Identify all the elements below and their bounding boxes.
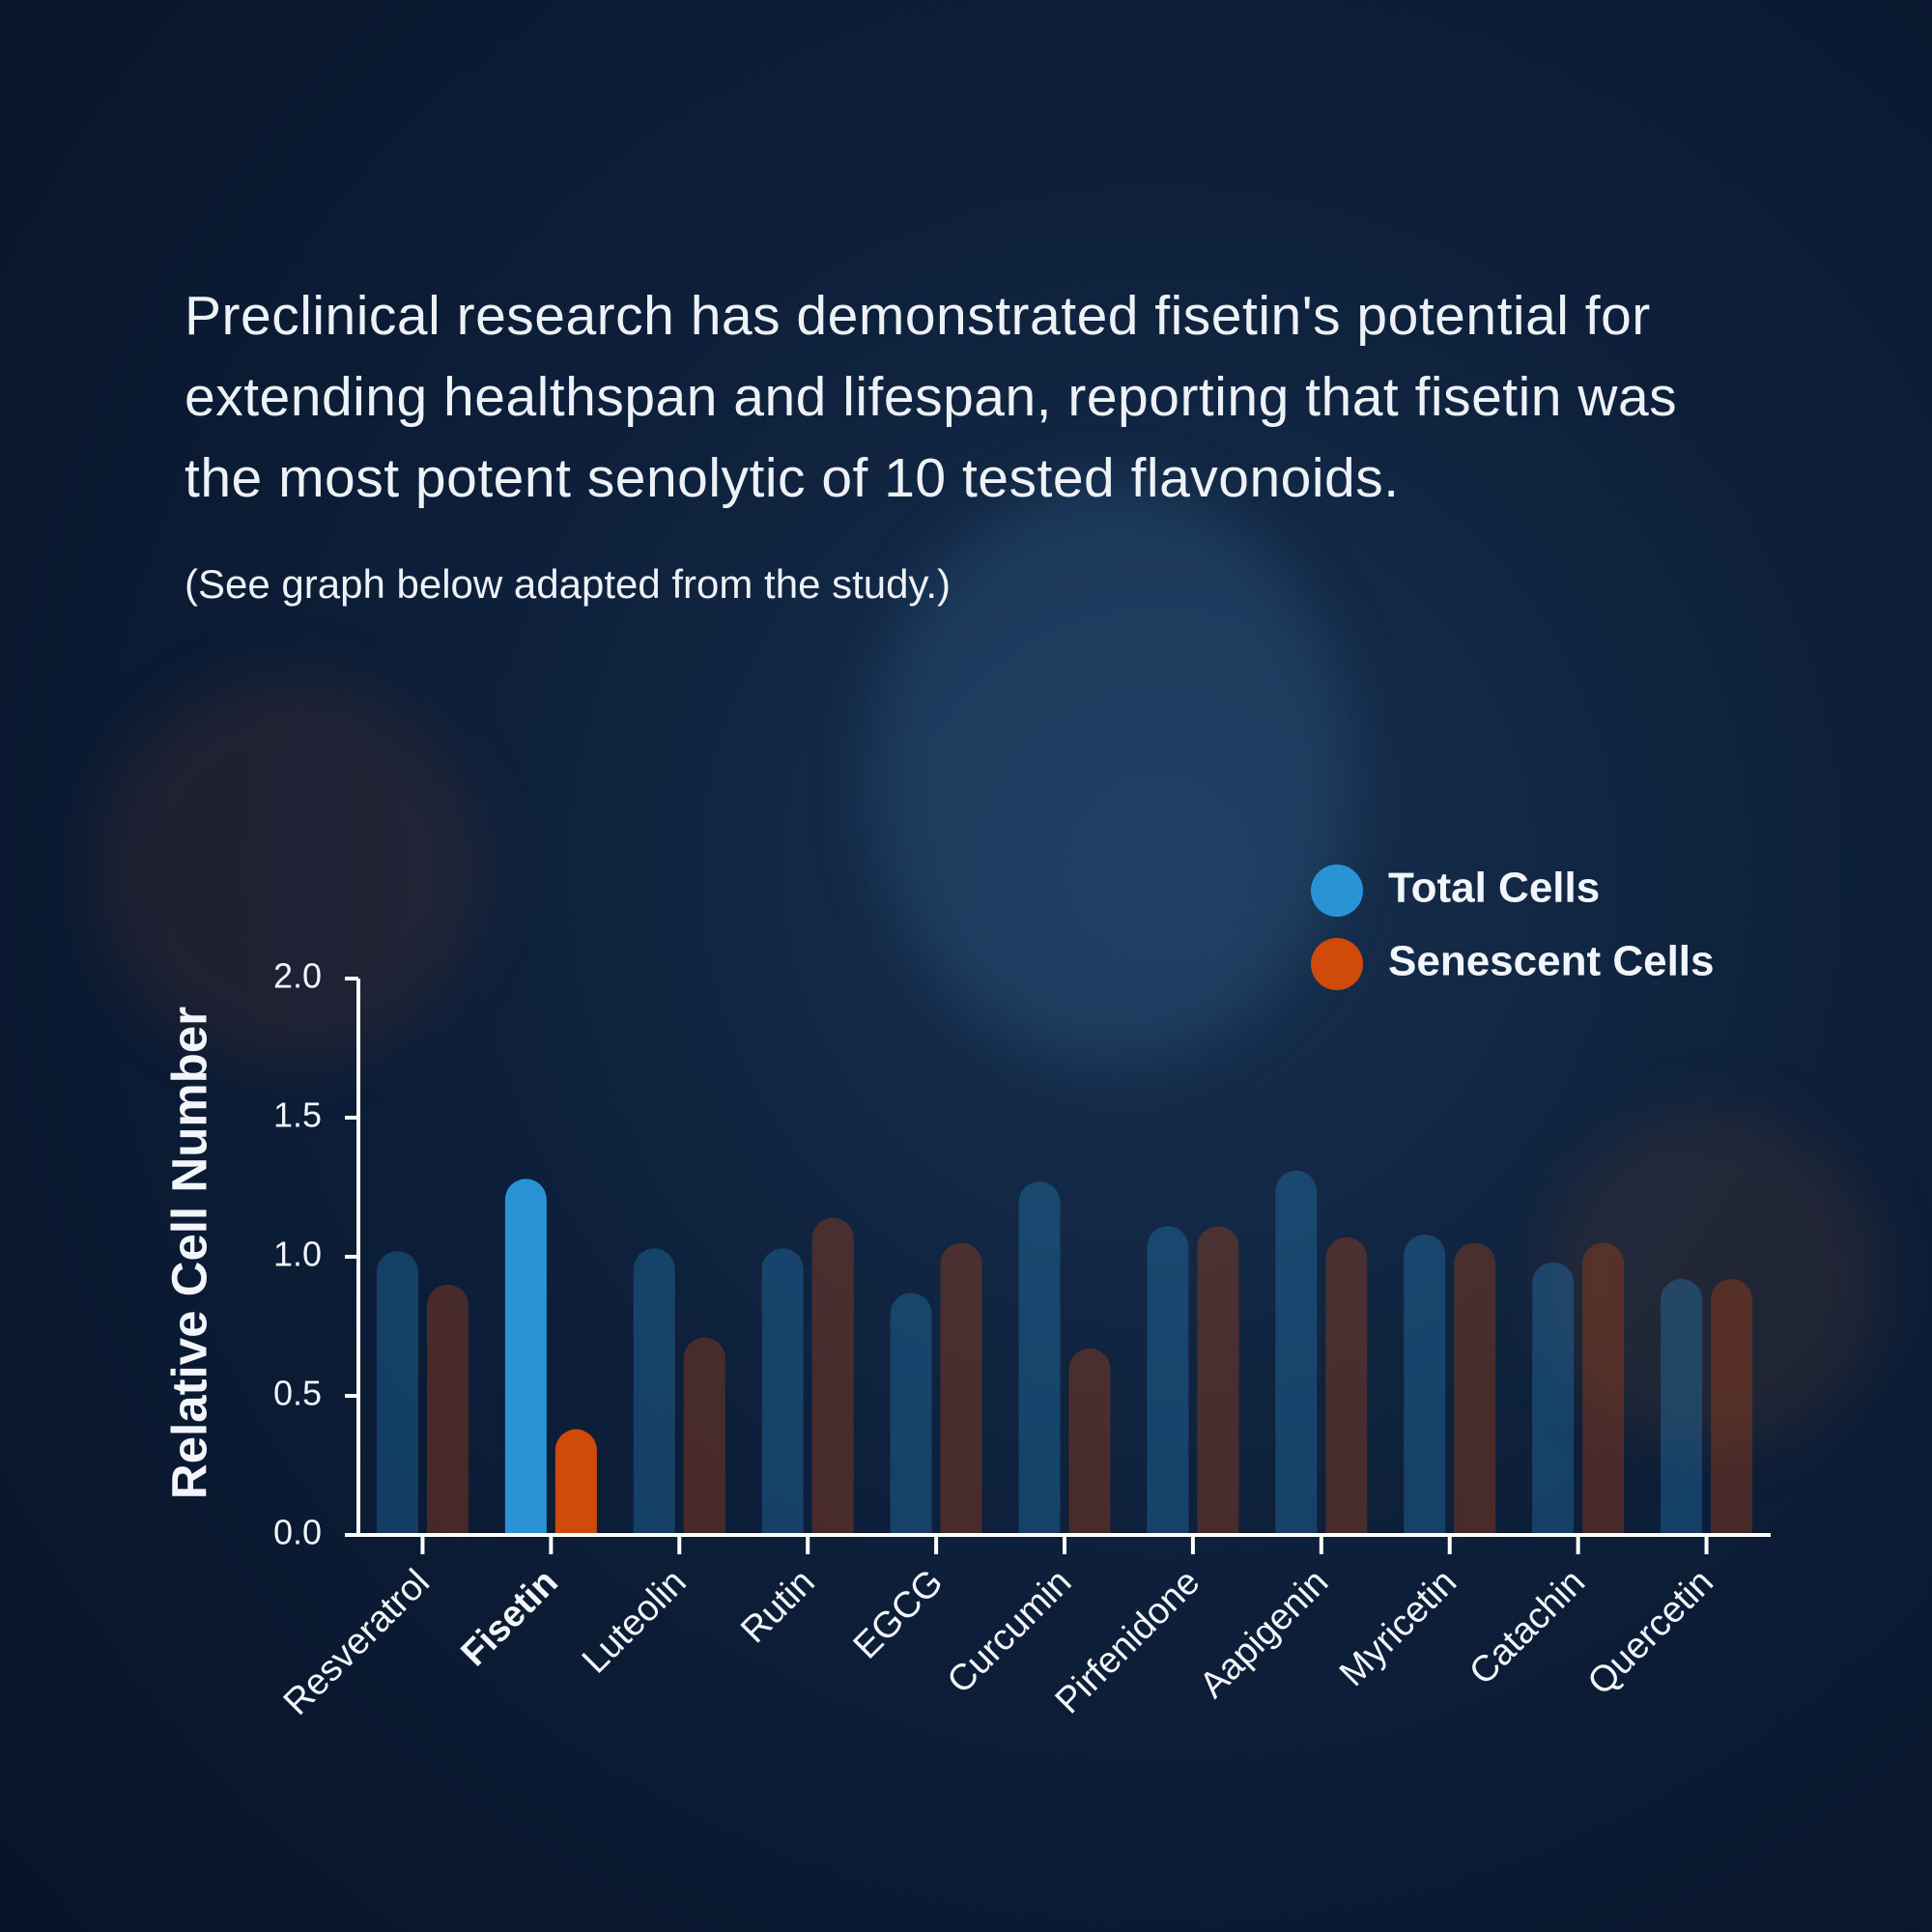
x-tick-label: Aapigenin [1192, 1562, 1336, 1706]
legend-swatch [1311, 865, 1363, 917]
x-tick-label: Rutin [733, 1562, 822, 1651]
bar [1711, 1279, 1753, 1535]
intro-note: (See graph below adapted from the study.… [185, 561, 952, 607]
y-tick-label: 1.0 [273, 1235, 322, 1274]
bar [426, 1284, 469, 1535]
bar [1197, 1226, 1239, 1535]
bar [1532, 1262, 1575, 1535]
background-glow [97, 676, 483, 1063]
y-tick-label: 0.0 [273, 1513, 322, 1552]
bar [1404, 1234, 1446, 1535]
bar [1275, 1170, 1318, 1535]
background-glow [869, 483, 1352, 1063]
bar [683, 1337, 725, 1535]
intro: Preclinical research has demonstrated fi… [185, 275, 1885, 608]
x-tick-label: Luteolin [575, 1562, 695, 1682]
bar [633, 1248, 675, 1535]
bar [1147, 1226, 1189, 1535]
intro-line: extending healthspan and lifespan, repor… [185, 366, 1678, 428]
bar [1068, 1349, 1111, 1535]
x-tick-label: EGCG [846, 1562, 952, 1667]
bar [761, 1248, 804, 1535]
legend-swatch [1311, 938, 1363, 990]
x-tick-label: Catachin [1462, 1562, 1593, 1693]
intro-line: Preclinical research has demonstrated fi… [185, 285, 1651, 347]
legend-label: Senescent Cells [1388, 938, 1715, 985]
bar [1325, 1236, 1368, 1535]
bar [811, 1217, 854, 1535]
bar [1582, 1242, 1625, 1535]
bar [554, 1429, 597, 1535]
background-glow [1546, 1111, 1884, 1449]
x-tick-label: Curcumin [940, 1562, 1080, 1702]
bar [1661, 1279, 1703, 1535]
y-tick-label: 1.5 [273, 1095, 322, 1135]
bar [890, 1293, 932, 1535]
y-tick-label: 0.5 [273, 1374, 322, 1413]
intro-line: the most potent senolytic of 10 tested f… [185, 447, 1400, 509]
y-axis-label: Relative Cell Number [161, 1007, 216, 1499]
y-tick-label: 2.0 [273, 956, 322, 996]
legend-label: Total Cells [1388, 865, 1600, 912]
bar [1454, 1242, 1496, 1535]
bar [1018, 1181, 1061, 1535]
x-tick-label: Myricetin [1332, 1562, 1464, 1694]
x-tick-label: Quercetin [1580, 1562, 1721, 1703]
bar [940, 1242, 982, 1535]
x-tick-label: Resveratrol [276, 1562, 438, 1723]
bar [504, 1179, 547, 1535]
bar [376, 1251, 418, 1535]
x-tick-label: Fisetin [454, 1562, 566, 1674]
